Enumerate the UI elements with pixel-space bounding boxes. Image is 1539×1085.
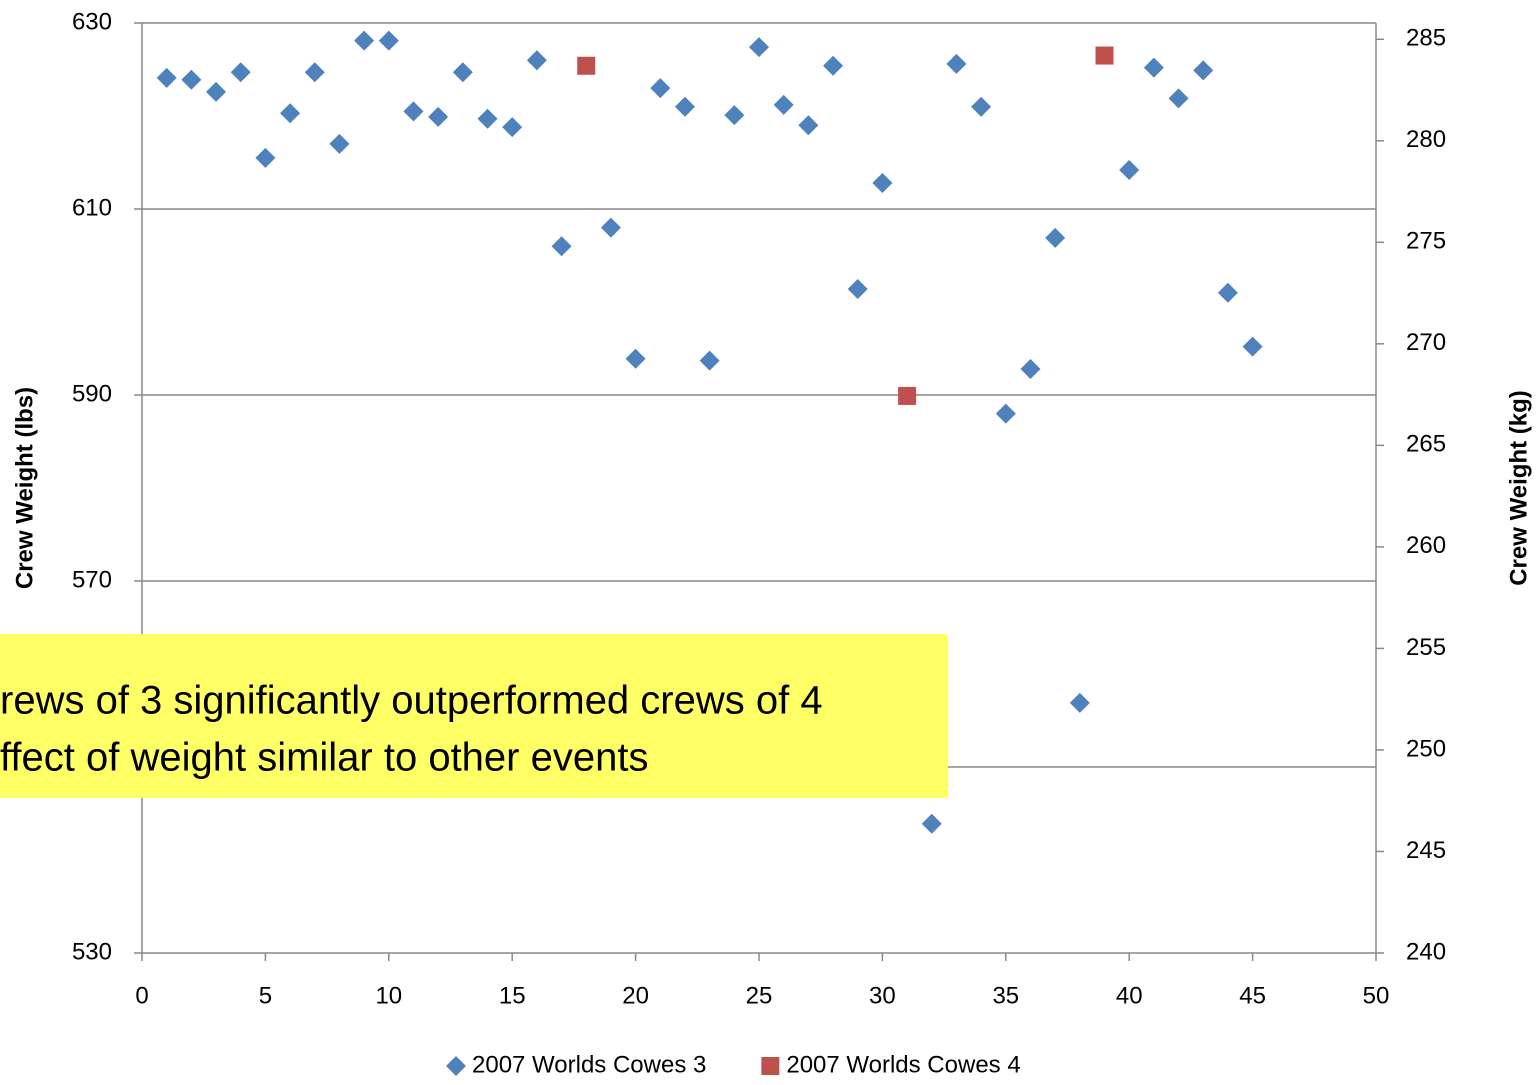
marker — [625, 348, 646, 369]
marker — [798, 115, 819, 136]
x-tick-label: 5 — [259, 982, 272, 1009]
marker — [1020, 358, 1041, 379]
marker — [329, 133, 350, 154]
marker — [946, 53, 967, 74]
x-tick-label: 15 — [499, 982, 526, 1009]
marker — [502, 117, 523, 138]
marker — [354, 30, 375, 51]
y2-tick-label: 260 — [1406, 532, 1446, 559]
marker — [156, 67, 177, 88]
marker — [872, 172, 893, 193]
y-axis-title: Crew Weight (lbs) — [11, 387, 38, 589]
marker — [749, 37, 769, 58]
marker — [724, 105, 745, 126]
marker — [304, 62, 325, 83]
marker — [230, 62, 251, 83]
annotation-text: rews of 3 significantly outperformed cre… — [0, 679, 823, 723]
marker — [1045, 227, 1066, 248]
legend-label: 2007 Worlds Cowes 4 — [786, 1051, 1020, 1078]
y2-tick-label: 255 — [1406, 634, 1446, 661]
y-tick-label: 530 — [72, 938, 112, 965]
marker — [1242, 336, 1263, 357]
x-tick-label: 45 — [1239, 982, 1266, 1009]
marker — [1095, 46, 1114, 65]
marker — [403, 101, 424, 122]
marker — [1069, 692, 1090, 713]
marker — [921, 813, 942, 834]
marker — [674, 96, 695, 117]
x-tick-label: 50 — [1363, 982, 1390, 1009]
y-tick-label: 570 — [72, 566, 112, 593]
marker — [995, 403, 1016, 424]
marker — [206, 81, 227, 102]
marker — [280, 103, 301, 124]
marker — [1168, 88, 1189, 109]
marker — [898, 386, 917, 405]
annotation-text: ffect of weight similar to other events — [0, 736, 648, 780]
marker — [551, 236, 572, 257]
y-tick-label: 610 — [72, 194, 112, 221]
y2-tick-label: 245 — [1406, 837, 1446, 864]
marker — [1217, 282, 1238, 303]
marker — [452, 62, 473, 83]
y2-tick-label: 240 — [1406, 938, 1446, 965]
legend-label: 2007 Worlds Cowes 3 — [472, 1051, 706, 1078]
marker — [600, 217, 621, 238]
marker — [699, 350, 720, 371]
y2-tick-label: 270 — [1406, 329, 1446, 356]
annotation-box — [0, 634, 948, 798]
y2-tick-label: 280 — [1406, 126, 1446, 153]
y2-tick-label: 275 — [1406, 228, 1446, 255]
marker — [773, 94, 794, 115]
y-tick-label: 590 — [72, 380, 112, 407]
x-tick-label: 20 — [622, 982, 649, 1009]
x-tick-label: 35 — [992, 982, 1019, 1009]
marker — [650, 78, 671, 99]
x-tick-label: 0 — [135, 982, 148, 1009]
y2-axis-title: Crew Weight (kg) — [1505, 390, 1532, 586]
y2-tick-label: 250 — [1406, 735, 1446, 762]
marker — [971, 96, 992, 117]
x-tick-label: 40 — [1116, 982, 1143, 1009]
marker — [1119, 159, 1140, 180]
marker — [761, 1057, 780, 1075]
y2-tick-label: 265 — [1406, 431, 1446, 458]
marker — [378, 30, 399, 51]
marker — [1143, 57, 1164, 78]
marker — [577, 56, 596, 75]
x-tick-label: 10 — [375, 982, 402, 1009]
y2-tick-label: 285 — [1406, 25, 1446, 52]
marker — [428, 106, 449, 127]
marker — [1193, 60, 1214, 81]
x-tick-label: 30 — [869, 982, 896, 1009]
marker — [477, 108, 498, 129]
marker — [847, 278, 868, 299]
y-tick-label: 630 — [72, 8, 112, 35]
marker — [526, 50, 547, 71]
marker — [181, 69, 202, 90]
marker — [446, 1056, 466, 1076]
x-tick-label: 25 — [746, 982, 773, 1009]
marker — [255, 147, 276, 168]
marker — [823, 55, 844, 76]
